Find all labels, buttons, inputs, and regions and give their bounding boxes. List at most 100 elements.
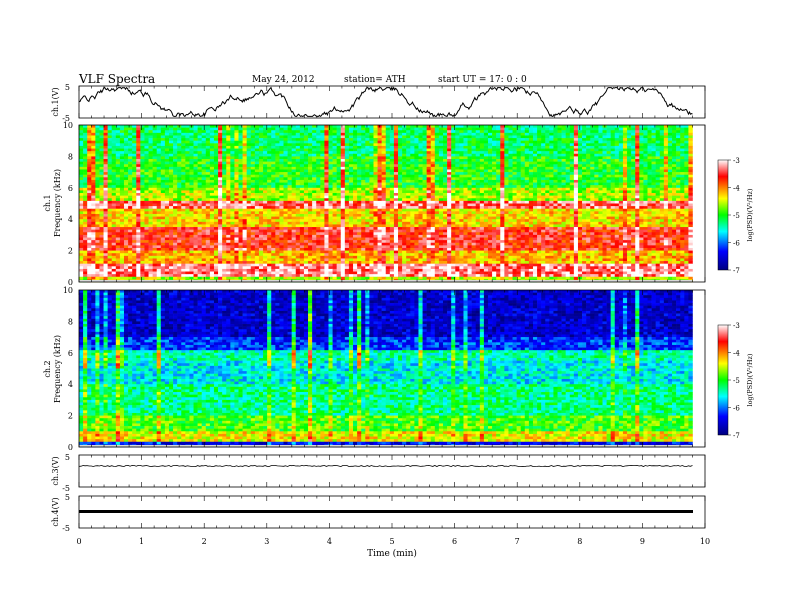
spectrogram-cell — [258, 185, 264, 189]
spectrogram-cell — [283, 187, 288, 191]
spectrogram-cell — [295, 135, 301, 139]
spectrogram-cell — [324, 200, 329, 204]
spectrogram-cell — [136, 179, 141, 183]
spectrogram-cell — [128, 208, 133, 212]
spectrogram-cell — [606, 153, 611, 157]
spectrogram-cell — [299, 174, 305, 178]
spectrogram-cell — [565, 182, 571, 186]
spectrogram-cell — [663, 187, 669, 191]
spectrogram-cell — [393, 145, 399, 149]
spectrogram-cell — [659, 140, 665, 144]
spectrogram-cell — [610, 200, 616, 204]
spectrogram-cell — [618, 177, 624, 181]
spectrogram-cell — [267, 203, 272, 207]
spectrogram-cell — [471, 206, 477, 210]
spectrogram-cell — [164, 185, 170, 189]
spectrogram-cell — [168, 161, 174, 165]
spectrogram-cell — [136, 166, 141, 170]
spectrogram-cell — [111, 177, 117, 181]
spectrogram-cell — [639, 193, 644, 196]
spectrogram-cell — [565, 132, 571, 136]
spectrogram-cell — [267, 208, 272, 212]
spectrogram-cell — [148, 164, 153, 168]
spectrogram-cell — [594, 145, 599, 149]
spectrogram-cell — [443, 193, 448, 196]
spectrogram-cell — [258, 140, 264, 144]
spectrogram-cell — [422, 187, 427, 191]
spectrogram-cell — [119, 182, 125, 186]
spectrogram-cell — [586, 151, 591, 155]
spectrogram-cell — [475, 208, 481, 212]
spectrogram-cell — [414, 200, 419, 204]
spectrogram-cell — [295, 140, 301, 144]
spectrogram-cell — [242, 143, 247, 147]
spectrogram-cell — [537, 177, 542, 181]
spectrogram-cell — [676, 143, 681, 147]
spectrogram-cell — [447, 153, 452, 157]
spectrogram-cell — [344, 159, 350, 162]
spectrogram-cell — [119, 148, 125, 152]
spectrogram-cell — [336, 190, 342, 194]
spectrogram-cell — [258, 172, 264, 176]
spectrogram-cell — [676, 179, 681, 183]
spectrogram-cell — [316, 159, 321, 162]
spectrogram-cell — [667, 177, 673, 181]
spectrogram-cell — [459, 169, 464, 173]
spectrogram-cell — [659, 174, 665, 178]
spectrogram-cell — [287, 164, 292, 168]
spectrogram-cell — [663, 185, 669, 189]
spectrogram-cell — [475, 153, 481, 157]
spectrogram-cell — [205, 172, 211, 176]
spectrogram-cell — [688, 145, 693, 149]
spectrogram-cell — [385, 190, 391, 194]
spectrogram-cell — [569, 195, 575, 199]
spectrogram-cell — [320, 161, 325, 165]
spectrogram-cell — [128, 177, 133, 181]
spectrogram-cell — [230, 174, 235, 178]
spectrogram-cell — [586, 145, 591, 149]
spectrogram-cell — [132, 127, 137, 131]
spectrogram-cell — [545, 145, 550, 149]
spectrogram-cell — [119, 169, 125, 173]
spectrogram-cell — [586, 182, 591, 186]
spectrogram-cell — [177, 169, 182, 173]
spectrogram-cell — [115, 185, 121, 189]
spectrogram-cell — [185, 193, 190, 196]
spectrogram-cell — [532, 156, 538, 160]
spectrogram-cell — [680, 203, 685, 207]
spectrogram-cell — [455, 132, 460, 136]
spectrogram-cell — [422, 208, 427, 212]
spectrogram-cell — [483, 208, 489, 212]
spectrogram-cell — [487, 145, 493, 149]
spectrogram-cell — [659, 169, 665, 173]
spectrogram-cell — [144, 135, 149, 139]
spectrogram-cell — [492, 138, 497, 141]
spectrogram-cell — [222, 195, 227, 199]
spectrogram-cell — [651, 148, 656, 152]
spectrogram-cell — [520, 153, 526, 157]
spectrogram-cell — [651, 174, 656, 178]
spectrogram-cell — [91, 127, 96, 131]
spectrogram-cell — [177, 208, 182, 212]
spectrogram-cell — [590, 203, 595, 207]
spectrogram-cell — [287, 185, 292, 189]
spectrogram-cell — [152, 138, 158, 141]
spectrogram-cell — [422, 127, 427, 131]
spectrogram-cell — [250, 130, 256, 134]
spectrogram-cell — [230, 125, 235, 128]
spectrogram-cell — [569, 208, 575, 212]
spectrogram-cell — [561, 153, 566, 157]
spectrogram-cell — [365, 143, 370, 147]
spectrogram-cell — [573, 153, 579, 157]
spectrogram-cell — [254, 166, 260, 170]
spectrogram-cell — [209, 151, 215, 155]
spectrogram-cell — [209, 140, 215, 144]
spectrogram-cell — [328, 193, 333, 196]
spectrogram-cell — [438, 206, 444, 210]
spectrogram-cell — [414, 156, 419, 160]
spectrogram-cell — [602, 179, 607, 183]
spectrogram-cell — [389, 138, 395, 141]
spectrogram-cell — [111, 182, 117, 186]
spectrogram-cell — [508, 148, 513, 152]
spectrogram-cell — [622, 161, 628, 165]
